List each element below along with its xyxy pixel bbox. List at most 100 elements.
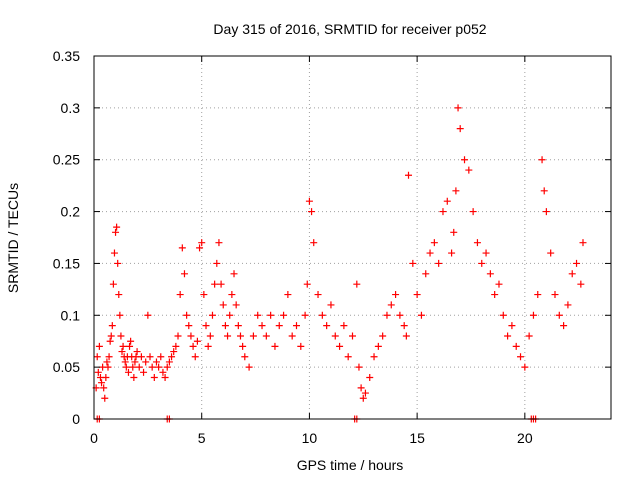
data-point <box>163 363 171 371</box>
data-point <box>157 353 165 361</box>
data-point <box>262 332 270 340</box>
data-point <box>187 332 195 340</box>
data-point <box>491 291 499 299</box>
y-tick-label: 0.1 <box>61 307 81 323</box>
y-tick-label: 0.05 <box>53 359 80 375</box>
data-point <box>542 208 550 216</box>
data-point <box>239 342 247 350</box>
data-point <box>284 291 292 299</box>
data-point <box>454 104 462 112</box>
axis-ticks <box>93 55 611 420</box>
data-point <box>495 280 503 288</box>
data-point <box>172 342 180 350</box>
data-point <box>130 374 138 382</box>
data-point <box>473 239 481 247</box>
data-point <box>204 342 212 350</box>
data-point <box>103 358 111 366</box>
data-point <box>189 342 197 350</box>
data-point <box>310 239 318 247</box>
y-tick-label: 0.35 <box>53 48 80 64</box>
data-point <box>564 301 572 309</box>
data-point <box>185 322 193 330</box>
data-point <box>486 270 494 278</box>
data-point <box>305 197 313 205</box>
data-point <box>180 270 188 278</box>
data-point <box>288 332 296 340</box>
data-point <box>206 332 214 340</box>
x-tick-label: 15 <box>409 430 425 446</box>
data-point <box>215 239 223 247</box>
data-point <box>387 301 395 309</box>
data-point <box>115 291 123 299</box>
data-point <box>344 353 352 361</box>
data-point <box>129 363 137 371</box>
data-point <box>126 342 134 350</box>
data-point <box>366 374 374 382</box>
data-point <box>508 322 516 330</box>
data-point <box>146 353 154 361</box>
data-point <box>234 322 242 330</box>
data-point <box>131 358 139 366</box>
chart-title: Day 315 of 2016, SRMTID for receiver p05… <box>213 21 486 37</box>
data-point <box>213 259 221 267</box>
data-point <box>426 249 434 257</box>
data-point <box>114 259 122 267</box>
data-point <box>413 291 421 299</box>
data-point <box>191 353 199 361</box>
data-point <box>113 223 121 231</box>
plot-frame <box>93 55 612 420</box>
data-point <box>456 125 464 133</box>
data-point <box>577 280 585 288</box>
data-point <box>400 322 408 330</box>
y-tick-label: 0.2 <box>61 204 81 220</box>
data-point <box>249 332 257 340</box>
x-tick-label: 5 <box>198 430 206 446</box>
data-point <box>112 228 120 236</box>
data-point <box>327 301 335 309</box>
data-point <box>271 342 279 350</box>
data-point <box>422 270 430 278</box>
data-point <box>275 322 283 330</box>
data-point <box>379 332 387 340</box>
data-point <box>499 311 507 319</box>
data-point <box>254 311 262 319</box>
x-tick-label: 10 <box>302 430 318 446</box>
data-point <box>504 332 512 340</box>
data-point <box>417 311 425 319</box>
data-point <box>465 166 473 174</box>
data-point <box>228 291 236 299</box>
data-point <box>94 368 102 376</box>
data-point <box>159 368 167 376</box>
data-point <box>258 322 266 330</box>
data-point <box>301 311 309 319</box>
data-point <box>168 353 176 361</box>
data-point <box>560 322 568 330</box>
data-point <box>331 332 339 340</box>
data-point <box>308 208 316 216</box>
data-point <box>573 259 581 267</box>
data-point <box>117 332 125 340</box>
data-point <box>144 311 152 319</box>
data-point <box>98 379 106 387</box>
grid-layer <box>94 56 611 419</box>
data-point <box>127 337 135 345</box>
data-point <box>196 244 204 252</box>
data-point <box>217 280 225 288</box>
data-point <box>110 249 118 257</box>
data-point <box>361 389 369 397</box>
data-point <box>95 342 103 350</box>
data-point <box>402 332 410 340</box>
data-point <box>198 239 206 247</box>
data-point <box>174 332 182 340</box>
data-point <box>183 311 191 319</box>
y-tick-label: 0.15 <box>53 255 80 271</box>
data-points <box>92 104 587 423</box>
data-point <box>106 337 114 345</box>
data-point <box>370 353 378 361</box>
data-point <box>547 249 555 257</box>
data-point <box>396 311 404 319</box>
data-point <box>469 208 477 216</box>
data-point <box>161 374 169 382</box>
data-point <box>579 239 587 247</box>
data-point <box>478 259 486 267</box>
